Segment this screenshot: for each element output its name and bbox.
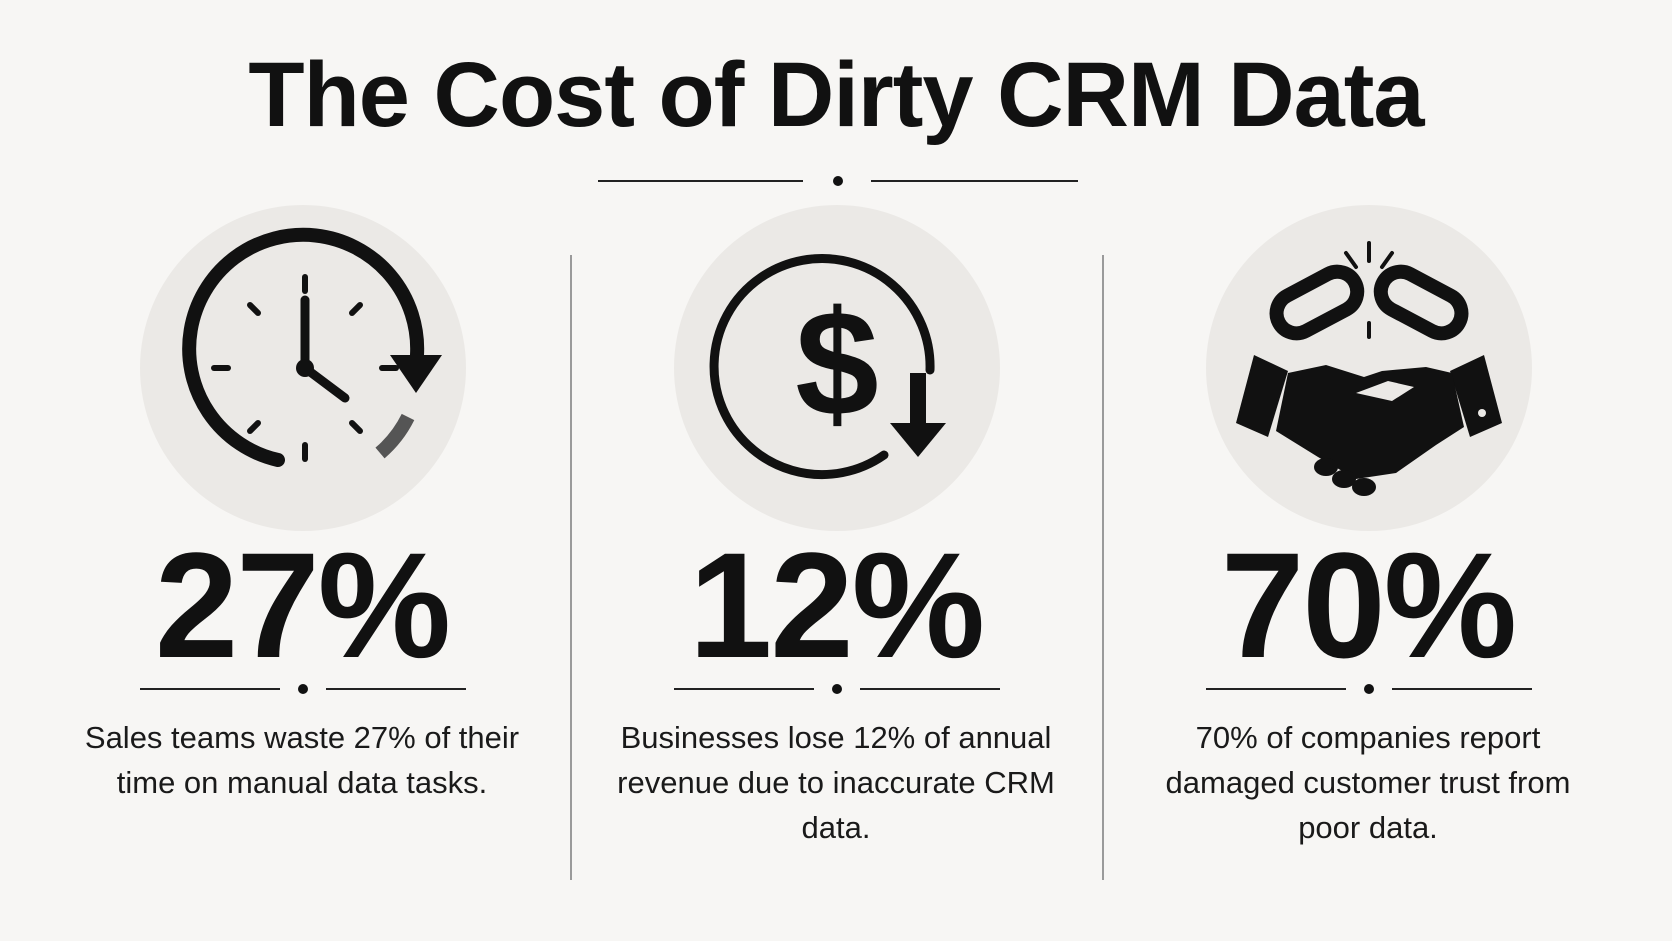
stat-value: 27% (154, 521, 451, 689)
title-divider (598, 175, 1078, 187)
icon-background (1206, 205, 1532, 531)
column-separator-2 (1102, 255, 1104, 880)
stat-value: 70% (1220, 521, 1517, 689)
clock-arrow-icon (182, 227, 442, 467)
column-separator-1 (570, 255, 572, 880)
icon-background: $ (674, 205, 1000, 531)
stat-divider (674, 683, 1000, 695)
stat-card-time: 27% Sales teams waste 27% of their time … (82, 200, 522, 900)
svg-text:$: $ (795, 279, 878, 447)
dollar-down-arrow-icon: $ (709, 254, 946, 479)
broken-chain-handshake-icon (1236, 241, 1502, 496)
stat-divider (140, 683, 466, 695)
stat-description: Sales teams waste 27% of their time on m… (84, 720, 520, 800)
stat-card-revenue: $ 12% Businesses lose 12% of annual reve… (616, 200, 1056, 900)
page-title: The Cost of Dirty CRM Data (248, 44, 1424, 146)
stat-description: 70% of companies report damaged customer… (1165, 720, 1571, 845)
icon-background (140, 205, 466, 531)
stat-description: Businesses lose 12% of annual revenue du… (617, 720, 1055, 845)
stat-card-trust: 70% 70% of companies report damaged cust… (1148, 200, 1588, 900)
stat-divider (1206, 683, 1532, 695)
stat-value: 12% (688, 521, 985, 689)
